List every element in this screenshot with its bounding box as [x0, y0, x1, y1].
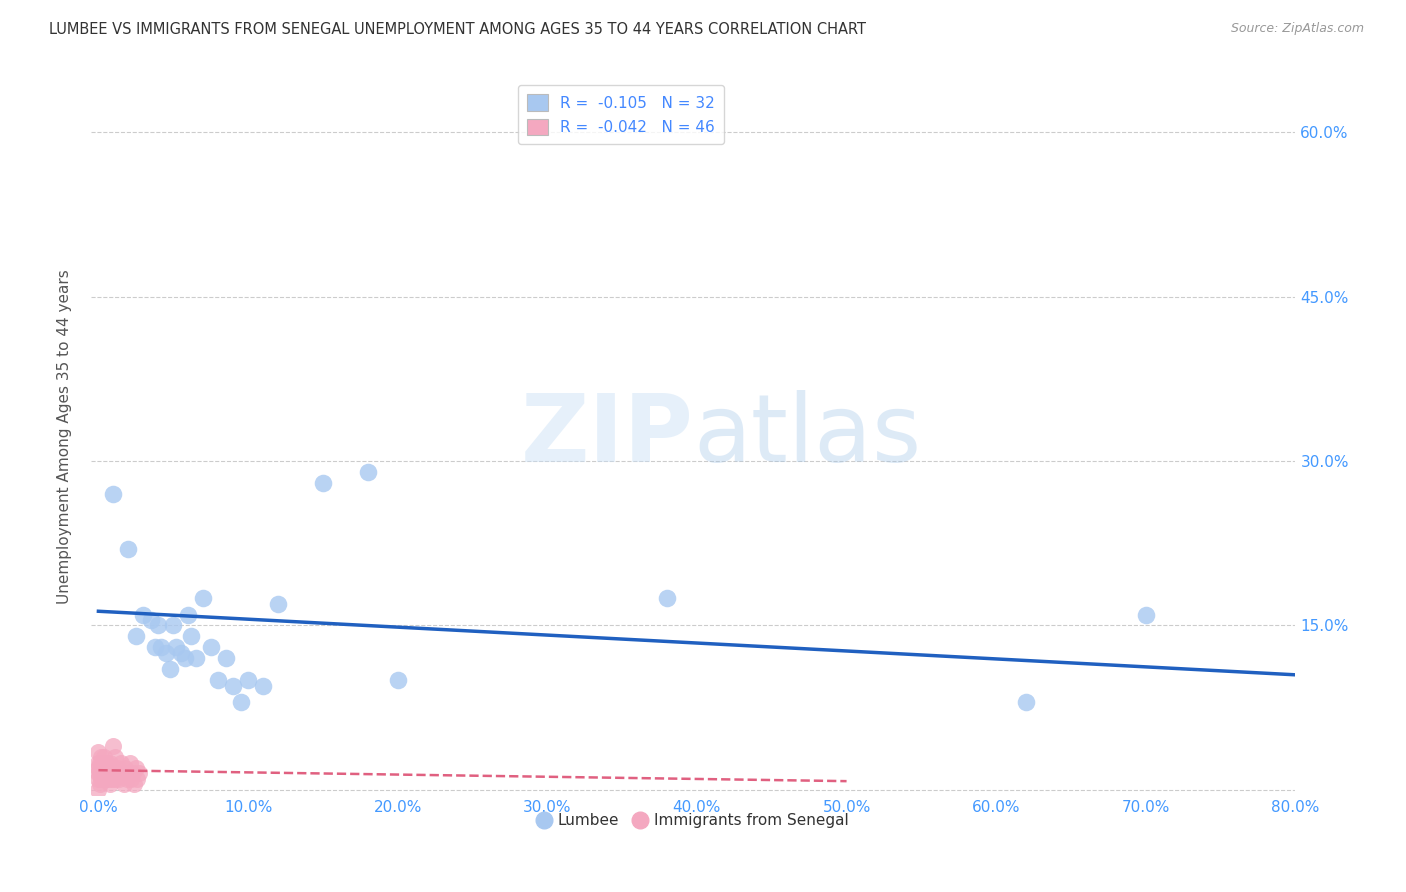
Point: [115, 772, 138, 786]
Point: [87, 766, 110, 780]
Point: [87, 761, 110, 775]
Point: [357, 465, 380, 479]
Point: [97, 772, 120, 786]
Point: [128, 766, 150, 780]
Point: [94, 772, 117, 786]
Text: ZIP: ZIP: [520, 391, 693, 483]
Point: [103, 766, 125, 780]
Point: [103, 487, 125, 501]
Point: [94, 761, 117, 775]
Point: [117, 766, 139, 780]
Point: [222, 679, 245, 693]
Point: [87, 772, 110, 786]
Point: [162, 618, 184, 632]
Point: [312, 475, 335, 490]
Point: [191, 591, 214, 606]
Point: [91, 756, 114, 770]
Point: [120, 772, 142, 786]
Point: [132, 607, 155, 622]
Point: [89, 777, 111, 791]
Point: [124, 777, 146, 791]
Point: [90, 750, 112, 764]
Point: [100, 777, 122, 791]
Point: [91, 772, 114, 786]
Point: [139, 613, 162, 627]
Point: [267, 597, 290, 611]
Point: [655, 591, 678, 606]
Point: [100, 756, 122, 770]
Point: [105, 766, 128, 780]
Point: [93, 750, 115, 764]
Point: [387, 673, 409, 688]
Text: Source: ZipAtlas.com: Source: ZipAtlas.com: [1230, 22, 1364, 36]
Point: [143, 640, 166, 655]
Point: [174, 651, 197, 665]
Point: [150, 640, 173, 655]
Point: [236, 673, 259, 688]
Point: [155, 646, 177, 660]
Point: [159, 662, 181, 676]
Point: [103, 739, 125, 753]
Point: [1135, 607, 1157, 622]
Point: [121, 766, 143, 780]
Point: [118, 756, 141, 770]
Point: [1015, 695, 1038, 709]
Text: atlas: atlas: [693, 391, 921, 483]
Point: [165, 640, 187, 655]
Text: LUMBEE VS IMMIGRANTS FROM SENEGAL UNEMPLOYMENT AMONG AGES 35 TO 44 YEARS CORRELA: LUMBEE VS IMMIGRANTS FROM SENEGAL UNEMPL…: [49, 22, 866, 37]
Point: [252, 679, 274, 693]
Point: [87, 756, 110, 770]
Point: [104, 772, 127, 786]
Point: [207, 673, 229, 688]
Point: [114, 761, 136, 775]
Point: [87, 783, 110, 797]
Point: [108, 772, 131, 786]
Point: [90, 772, 112, 786]
Point: [214, 651, 236, 665]
Point: [89, 766, 111, 780]
Point: [180, 630, 202, 644]
Point: [127, 772, 149, 786]
Point: [101, 772, 124, 786]
Point: [93, 766, 115, 780]
Point: [112, 777, 135, 791]
Point: [90, 761, 112, 775]
Point: [148, 618, 170, 632]
Point: [111, 766, 134, 780]
Point: [177, 607, 200, 622]
Point: [97, 761, 120, 775]
Point: [229, 695, 252, 709]
Y-axis label: Unemployment Among Ages 35 to 44 years: Unemployment Among Ages 35 to 44 years: [58, 269, 72, 604]
Point: [101, 761, 124, 775]
Point: [200, 640, 222, 655]
Point: [107, 761, 129, 775]
Point: [110, 756, 132, 770]
Point: [104, 750, 127, 764]
Point: [96, 756, 118, 770]
Point: [170, 646, 193, 660]
Point: [117, 541, 139, 556]
Point: [184, 651, 207, 665]
Point: [89, 756, 111, 770]
Point: [125, 761, 148, 775]
Legend: Lumbee, Immigrants from Senegal: Lumbee, Immigrants from Senegal: [531, 807, 855, 834]
Point: [96, 766, 118, 780]
Point: [87, 745, 110, 759]
Point: [125, 630, 148, 644]
